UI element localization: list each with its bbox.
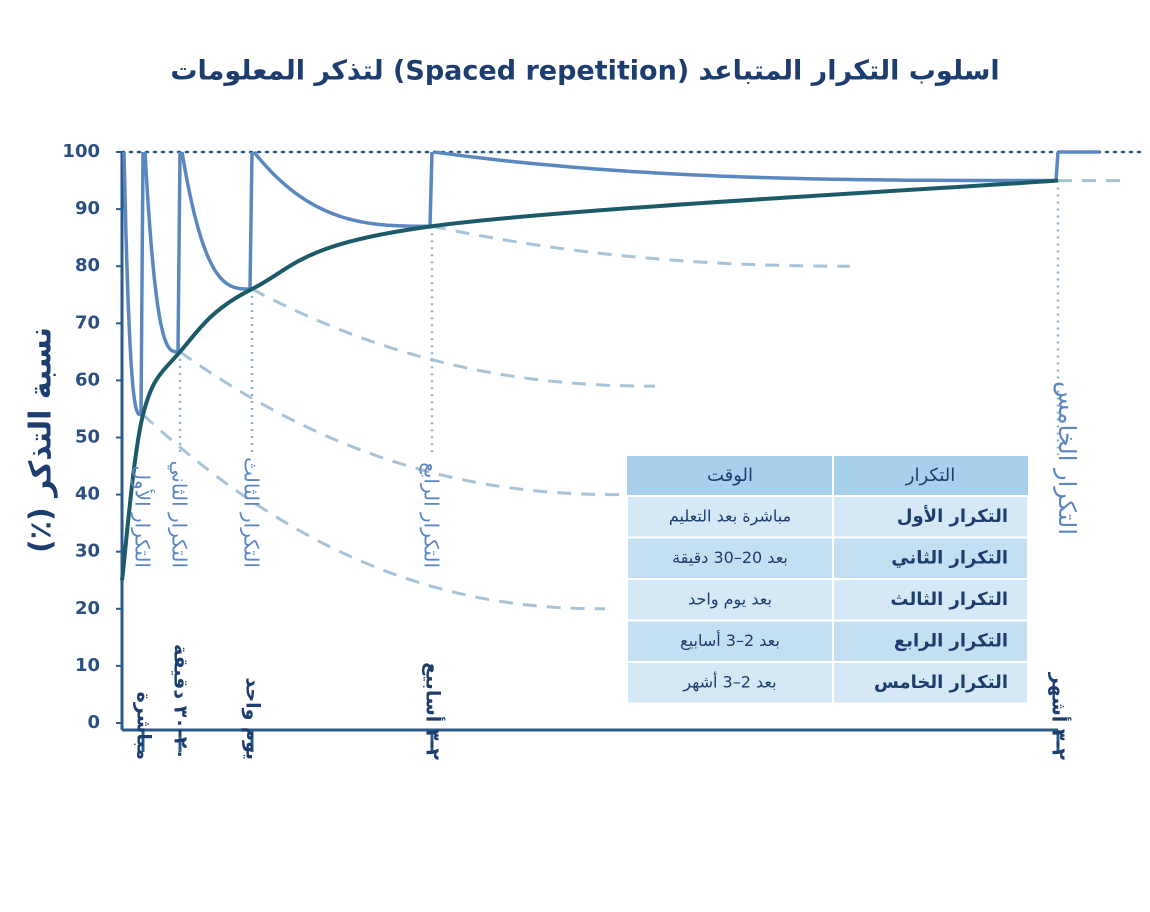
review-label: التكرار الأول	[131, 466, 155, 569]
y-tick-label: 60	[75, 369, 100, 390]
forgetting-curve	[251, 287, 655, 388]
retention-decay	[252, 150, 430, 228]
review-jump	[139, 151, 145, 415]
retention-decay	[433, 150, 1057, 183]
table-cell: بعد يوم واحد	[688, 589, 772, 609]
review-label: التكرار الثالث	[240, 457, 264, 568]
memory-curve	[120, 178, 1059, 581]
table-cell: التكرار الرابع	[894, 630, 1008, 651]
x-tick-label: مباشرة	[133, 692, 155, 760]
forgetting-curve	[179, 350, 620, 497]
y-tick-label: 80	[75, 255, 100, 276]
table-header: الوقت	[707, 465, 753, 486]
retention-decay	[143, 151, 178, 354]
table-cell: التكرار الأول	[897, 505, 1008, 527]
x-tick-label: ٢٠-٣٠ دقيقة	[170, 644, 192, 760]
y-tick-label: 70	[75, 312, 100, 333]
forgetting-curve	[431, 224, 850, 268]
y-tick-label: 20	[75, 598, 100, 619]
review-jump	[248, 151, 254, 290]
table-header: التكرار	[905, 465, 955, 486]
review-label: التكرار الثاني	[167, 461, 192, 568]
review-label: التكرار الخامس	[1053, 381, 1081, 535]
review-jump	[176, 151, 182, 352]
table-row-bg	[626, 495, 1029, 539]
table-cell: التكرار الثاني	[891, 547, 1008, 568]
y-tick-label: 50	[75, 427, 100, 448]
y-axis-label: نسبة التذكر (٪)	[24, 327, 59, 553]
chart-title: اسلوب التكرار المتباعد (Spaced repetitio…	[170, 56, 999, 87]
forgetting-curve	[141, 413, 606, 611]
y-tick-label: 10	[75, 655, 100, 676]
table-cell: بعد 2–3 أشهر	[682, 671, 776, 692]
review-jump	[428, 151, 434, 227]
table-row-bg	[626, 661, 1029, 705]
retention-decay	[180, 151, 250, 291]
table-cell: مباشرة بعد التعليم	[669, 506, 791, 526]
table-header-bg	[627, 456, 1028, 496]
y-tick-label: 100	[62, 141, 100, 162]
x-tick-label: يوم واحد	[242, 677, 264, 760]
table-cell: بعد 2–3 أسابيع	[680, 630, 780, 651]
table-row-bg	[626, 578, 1029, 622]
table-row-bg	[626, 536, 1029, 580]
y-tick-label: 0	[87, 712, 100, 733]
retention-decay	[122, 151, 142, 417]
review-label: التكرار الرابع	[420, 462, 444, 568]
table-row-bg	[626, 619, 1029, 663]
table-cell: التكرار الخامس	[874, 672, 1008, 693]
y-tick-label: 30	[75, 541, 100, 562]
y-tick-label: 40	[75, 484, 100, 505]
x-tick-label: ٢-٣ أسابيع	[422, 662, 446, 760]
y-tick-label: 90	[75, 198, 100, 219]
table-cell: التكرار الثالث	[890, 589, 1008, 610]
table-cell: بعد 20–30 دقيقة	[672, 548, 788, 567]
review-jump	[1054, 151, 1060, 181]
x-tick-label: ٢-٣ أشهر	[1048, 672, 1072, 761]
